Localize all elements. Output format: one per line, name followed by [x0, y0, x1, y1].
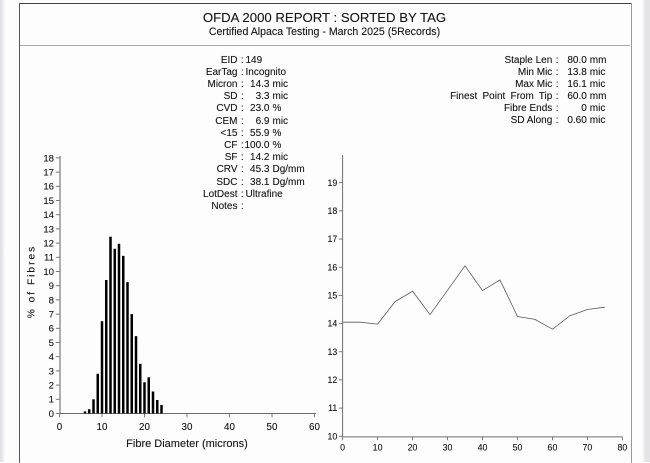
svg-text:15: 15 — [328, 291, 338, 301]
svg-text:4: 4 — [49, 352, 55, 363]
svg-text:1: 1 — [49, 395, 54, 406]
svg-text:60: 60 — [309, 422, 320, 433]
svg-text:14: 14 — [43, 210, 54, 221]
svg-text:16: 16 — [328, 262, 338, 272]
svg-text:19: 19 — [328, 178, 338, 188]
svg-text:0: 0 — [340, 442, 345, 452]
svg-text:18: 18 — [43, 153, 54, 164]
svg-text:13: 13 — [328, 347, 338, 357]
svg-text:20: 20 — [139, 422, 150, 433]
svg-text:2: 2 — [49, 381, 54, 392]
svg-text:0: 0 — [49, 409, 54, 420]
svg-text:12: 12 — [43, 239, 54, 250]
svg-text:11: 11 — [44, 253, 54, 264]
svg-text:50: 50 — [513, 442, 523, 452]
svg-text:11: 11 — [328, 403, 337, 413]
svg-text:15: 15 — [43, 196, 54, 207]
svg-text:3: 3 — [49, 366, 54, 377]
svg-text:16: 16 — [43, 182, 54, 193]
svg-text:30: 30 — [182, 422, 193, 433]
svg-text:10: 10 — [43, 267, 54, 278]
svg-text:50: 50 — [267, 422, 278, 433]
svg-text:30: 30 — [443, 442, 453, 452]
svg-text:0: 0 — [57, 422, 63, 433]
svg-text:6: 6 — [49, 324, 54, 335]
svg-text:10: 10 — [97, 422, 108, 433]
svg-text:20: 20 — [408, 442, 418, 452]
svg-text:17: 17 — [328, 234, 338, 244]
svg-text:9: 9 — [49, 281, 54, 292]
svg-text:18: 18 — [328, 206, 338, 216]
svg-text:8: 8 — [49, 295, 54, 306]
svg-text:80: 80 — [618, 442, 628, 452]
svg-text:60: 60 — [548, 442, 558, 452]
svg-text:40: 40 — [478, 442, 488, 452]
svg-text:13: 13 — [43, 224, 54, 235]
svg-text:40: 40 — [224, 422, 235, 433]
svg-text:70: 70 — [583, 442, 593, 452]
svg-text:17: 17 — [43, 168, 54, 179]
svg-text:12: 12 — [328, 375, 338, 385]
svg-text:14: 14 — [328, 319, 338, 329]
svg-text:10: 10 — [373, 442, 383, 452]
svg-text:5: 5 — [49, 338, 54, 349]
svg-text:10: 10 — [328, 431, 338, 441]
svg-text:7: 7 — [49, 310, 54, 321]
